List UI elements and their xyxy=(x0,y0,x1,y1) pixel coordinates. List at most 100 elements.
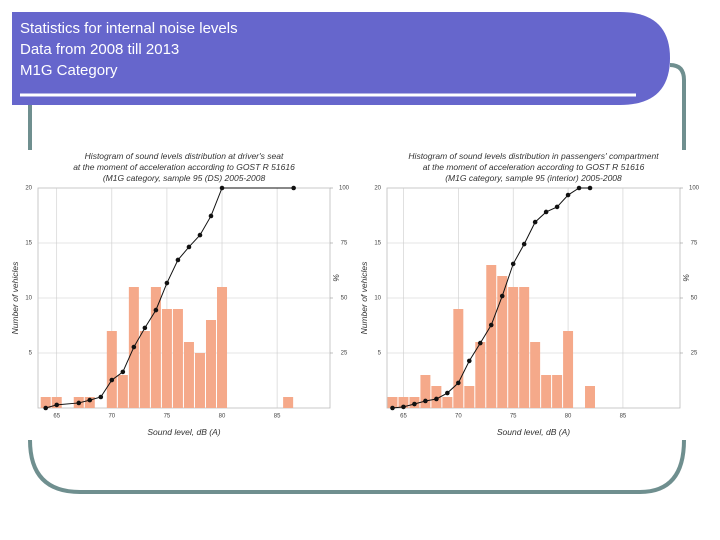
bar xyxy=(217,287,228,408)
chart-title: Histogram of sound levels distribution i… xyxy=(408,151,659,161)
bar xyxy=(541,375,552,408)
bar xyxy=(563,331,574,408)
bar xyxy=(552,375,563,408)
x-tick-label: 70 xyxy=(455,414,462,420)
bar xyxy=(139,331,150,408)
bar xyxy=(442,397,453,408)
cumulative-point xyxy=(543,209,549,215)
bar xyxy=(183,342,194,408)
cumulative-point xyxy=(87,397,93,403)
y2-tick-label: 50 xyxy=(691,296,698,302)
x-tick-label: 85 xyxy=(274,414,281,420)
y2-tick-label: 50 xyxy=(341,296,348,302)
y-tick-label: 10 xyxy=(25,296,32,302)
bar xyxy=(486,265,497,408)
bar xyxy=(387,397,398,408)
y2-tick-label: 25 xyxy=(341,351,348,357)
x-tick-label: 80 xyxy=(565,414,572,420)
cumulative-point xyxy=(186,244,192,250)
x-tick-label: 65 xyxy=(400,414,407,420)
y2-tick-label: 100 xyxy=(339,186,350,192)
chart-title: (M1G category, sample 95 (interior) 2005… xyxy=(445,173,622,183)
cumulative-point xyxy=(197,232,203,238)
bar xyxy=(453,309,464,408)
bar xyxy=(508,287,519,408)
bar xyxy=(172,309,183,408)
header-line: Data from 2008 till 2013 xyxy=(20,41,179,58)
cumulative-point xyxy=(423,398,428,404)
x-tick-label: 80 xyxy=(219,414,226,420)
cumulative-point xyxy=(109,377,115,383)
cumulative-point xyxy=(153,307,159,313)
cumulative-point xyxy=(54,402,60,408)
bar xyxy=(420,375,431,408)
cumulative-point xyxy=(488,322,494,328)
cumulative-point xyxy=(76,400,82,406)
bar xyxy=(530,342,541,408)
y2-tick-label: 75 xyxy=(341,241,348,247)
cumulative-point xyxy=(554,204,560,210)
x-tick-label: 75 xyxy=(510,414,517,420)
bar xyxy=(475,342,486,408)
cumulative-point xyxy=(510,261,516,267)
y-tick-label: 10 xyxy=(374,296,381,302)
y-tick-label: 20 xyxy=(374,186,381,192)
cumulative-point xyxy=(142,325,148,331)
chart-title: Histogram of sound levels distribution a… xyxy=(85,151,284,161)
header-line: M1G Category xyxy=(20,62,118,79)
header-line: Statistics for internal noise levels xyxy=(20,20,238,37)
cumulative-point xyxy=(532,219,538,225)
bar xyxy=(150,287,161,408)
y2-tick-label: 25 xyxy=(691,351,698,357)
cumulative-point xyxy=(164,280,170,286)
y-axis-label: Number of vehicles xyxy=(359,261,369,335)
bar xyxy=(205,320,217,408)
cumulative-point xyxy=(175,257,181,263)
cumulative-point xyxy=(499,293,505,299)
bar xyxy=(117,375,128,408)
y2-axis-label: % xyxy=(681,274,691,282)
bar xyxy=(84,397,95,408)
x-tick-label: 65 xyxy=(53,414,60,420)
cumulative-point xyxy=(120,369,126,375)
cumulative-point xyxy=(412,401,417,407)
y2-axis-label: % xyxy=(331,274,341,282)
y-axis-label: Number of vehicles xyxy=(10,261,20,335)
cumulative-point xyxy=(434,396,439,402)
chart-title: at the moment of acceleration according … xyxy=(423,162,645,172)
cumulative-point xyxy=(208,213,214,219)
y-tick-label: 15 xyxy=(25,241,32,247)
cumulative-point xyxy=(587,185,593,191)
bar xyxy=(194,353,205,408)
cumulative-point xyxy=(131,344,137,350)
bar xyxy=(51,397,62,408)
cumulative-point xyxy=(43,405,49,411)
cumulative-point xyxy=(467,358,472,364)
y-tick-label: 5 xyxy=(29,351,33,357)
x-tick-label: 75 xyxy=(164,414,171,420)
decor-frame xyxy=(28,63,686,494)
bar xyxy=(161,309,172,408)
x-axis-label: Sound level, dB (A) xyxy=(147,427,220,437)
bar xyxy=(40,397,51,408)
x-axis-label: Sound level, dB (A) xyxy=(497,427,570,437)
header-band xyxy=(12,12,670,105)
y2-tick-label: 75 xyxy=(691,241,698,247)
y-tick-label: 5 xyxy=(378,351,382,357)
cumulative-point xyxy=(219,185,225,191)
bar xyxy=(106,331,117,408)
chart-title: (M1G category, sample 95 (DS) 2005-2008 xyxy=(103,173,266,183)
cumulative-point xyxy=(291,185,296,191)
bar xyxy=(585,386,596,408)
x-tick-label: 85 xyxy=(620,414,627,420)
cumulative-point xyxy=(445,390,450,396)
cumulative-point xyxy=(401,404,406,410)
bar xyxy=(283,397,294,408)
y2-tick-label: 100 xyxy=(689,186,700,192)
y-tick-label: 15 xyxy=(374,241,381,247)
bar xyxy=(464,386,475,408)
cumulative-point xyxy=(477,340,483,346)
cumulative-point xyxy=(576,185,582,191)
cumulative-point xyxy=(456,380,461,386)
